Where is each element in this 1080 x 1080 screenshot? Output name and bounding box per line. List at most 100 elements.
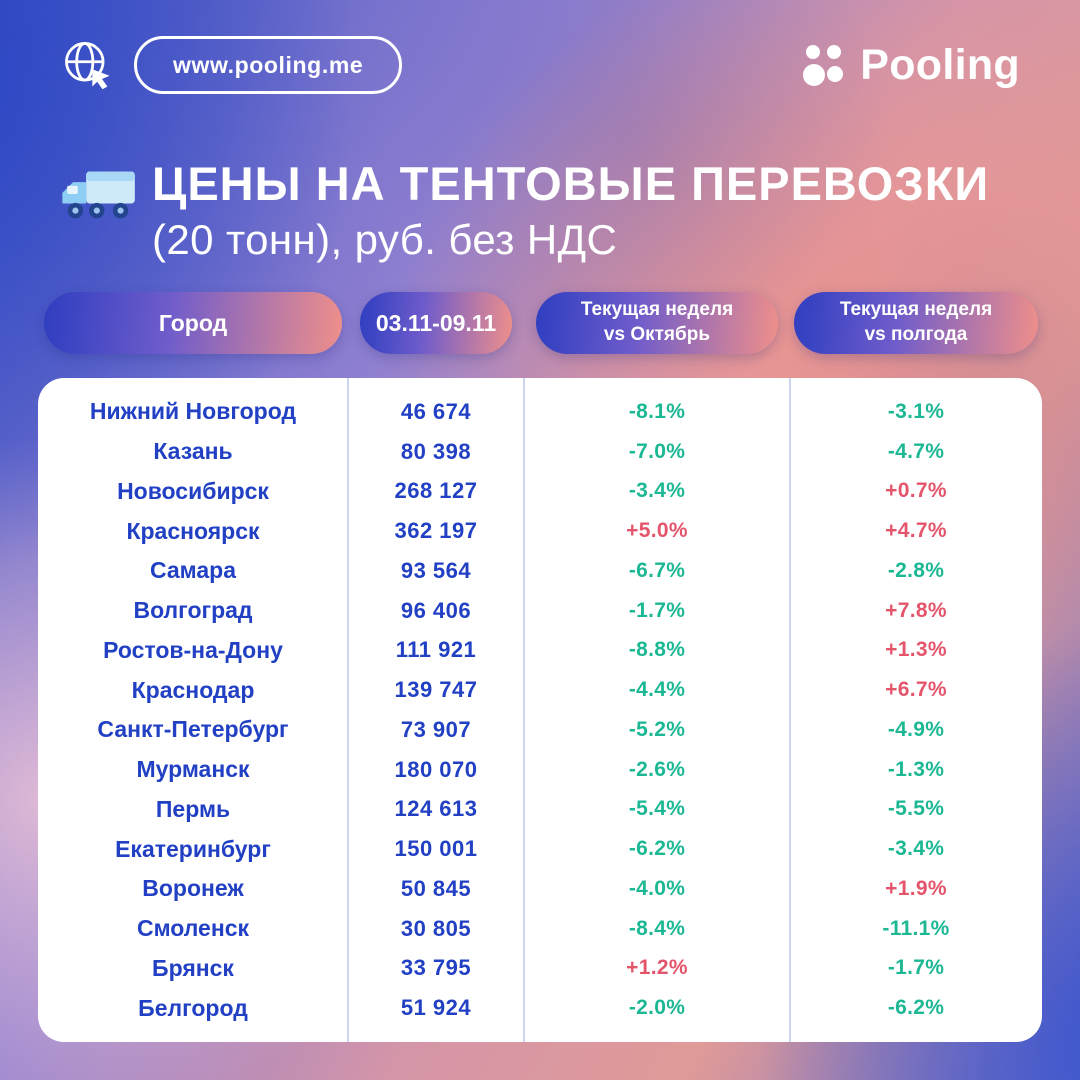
vs-october-cell: -5.4% [628, 797, 686, 821]
price-table-card: Нижний Новгород 46 674 -8.1% -3.1% Казань 80 … [38, 378, 1042, 1042]
table-row: Санкт-Петербург 73 907 -5.2% -4.9% [38, 710, 1042, 750]
price-cell: 50 845 [400, 875, 472, 901]
top-bar: www.pooling.me Pooling [60, 36, 1020, 94]
price-cell: 93 564 [400, 557, 472, 583]
vs-halfyear-cell: -3.4% [887, 837, 945, 861]
vs-halfyear-cell: -3.1% [887, 399, 945, 423]
pooling-logo-icon [801, 42, 847, 88]
table-row: Ростов-на-Дону 111 921 -8.8% +1.3% [38, 631, 1042, 671]
vs-october-cell: -3.4% [628, 479, 686, 503]
price-cell: 139 747 [394, 677, 478, 703]
page-title-line1: ЦЕНЫ НА ТЕНТОВЫЕ ПЕРЕВОЗКИ [152, 157, 990, 210]
column-header-vs-halfyear: Текущая неделя vs полгода [794, 292, 1038, 354]
top-bar-left: www.pooling.me [60, 36, 403, 94]
price-cell: 111 921 [395, 637, 477, 663]
vs-halfyear-cell: -4.9% [887, 717, 945, 741]
pooling-logo: Pooling [801, 41, 1020, 90]
table-row: Воронеж 50 845 -4.0% +1.9% [38, 869, 1042, 909]
table-row: Самара 93 564 -6.7% -2.8% [38, 551, 1042, 591]
website-url-pill[interactable]: www.pooling.me [134, 36, 403, 94]
vs-halfyear-cell: -6.2% [887, 996, 945, 1020]
table-row: Брянск 33 795 +1.2% -1.7% [38, 949, 1042, 989]
vs-halfyear-cell: -1.3% [887, 757, 945, 781]
website-url: www.pooling.me [173, 51, 364, 78]
title-block: ЦЕНЫ НА ТЕНТОВЫЕ ПЕРЕВОЗКИ (20 тонн), ру… [60, 156, 1040, 265]
vs-october-cell: +1.2% [626, 956, 688, 980]
brand-name: Pooling [860, 40, 1020, 89]
price-cell: 96 406 [400, 597, 472, 623]
column-header-date-range: 03.11-09.11 [360, 292, 512, 354]
vs-october-cell: +5.0% [626, 519, 688, 543]
city-cell: Мурманск [136, 756, 250, 783]
vs-halfyear-cell: +1.9% [885, 876, 947, 900]
vs-october-cell: -2.6% [628, 757, 686, 781]
vs-halfyear-cell: -11.1% [882, 916, 950, 940]
vs-october-cell: -5.2% [628, 717, 686, 741]
table-rows: Нижний Новгород 46 674 -8.1% -3.1% Казань 80 … [38, 378, 1042, 1042]
city-cell: Казань [153, 438, 233, 465]
table-header-row: Город 03.11-09.11 Текущая неделя vs Октя… [38, 292, 1042, 354]
vs-october-cell: -4.0% [628, 876, 686, 900]
city-cell: Воронеж [142, 875, 244, 902]
column-header-city: Город [44, 292, 342, 354]
price-cell: 73 907 [400, 716, 472, 742]
price-cell: 268 127 [394, 478, 478, 504]
vs-halfyear-cell: -2.8% [887, 558, 945, 582]
city-cell: Красноярск [126, 517, 260, 544]
city-cell: Брянск [152, 954, 234, 981]
vs-october-cell: -6.7% [628, 558, 686, 582]
page-title: ЦЕНЫ НА ТЕНТОВЫЕ ПЕРЕВОЗКИ (20 тонн), ру… [152, 156, 989, 265]
table-row: Новосибирск 268 127 -3.4% +0.7% [38, 472, 1042, 512]
table-row: Красноярск 362 197 +5.0% +4.7% [38, 511, 1042, 551]
column-divider [523, 378, 525, 1042]
vs-halfyear-cell: -1.7% [887, 956, 945, 980]
city-cell: Нижний Новгород [89, 398, 297, 425]
globe-cursor-icon [60, 37, 116, 93]
price-cell: 150 001 [394, 836, 478, 862]
city-cell: Новосибирск [117, 477, 269, 504]
vs-halfyear-cell: +7.8% [885, 598, 947, 622]
table-row: Пермь 124 613 -5.4% -5.5% [38, 790, 1042, 830]
price-cell: 80 398 [400, 438, 472, 464]
vs-october-cell: -2.0% [628, 996, 686, 1020]
vs-halfyear-cell: +0.7% [885, 479, 947, 503]
price-cell: 51 924 [400, 995, 472, 1021]
vs-halfyear-cell: +6.7% [885, 678, 947, 702]
vs-october-cell: -1.7% [628, 598, 686, 622]
city-cell: Белгород [138, 994, 248, 1021]
vs-halfyear-cell: +1.3% [885, 638, 947, 662]
vs-october-cell: -8.8% [628, 638, 686, 662]
column-divider [789, 378, 791, 1042]
column-divider [347, 378, 349, 1042]
column-header-vs-october: Текущая неделя vs Октябрь [536, 292, 778, 354]
vs-halfyear-cell: -5.5% [887, 797, 945, 821]
city-cell: Ростов-на-Дону [103, 636, 283, 663]
city-cell: Пермь [155, 795, 231, 822]
table-row: Белгород 51 924 -2.0% -6.2% [38, 988, 1042, 1028]
price-cell: 33 795 [400, 955, 472, 981]
vs-october-cell: -7.0% [628, 439, 686, 463]
table-row: Краснодар 139 747 -4.4% +6.7% [38, 670, 1042, 710]
price-cell: 362 197 [394, 518, 478, 544]
vs-halfyear-cell: -4.7% [887, 439, 945, 463]
city-cell: Краснодар [131, 676, 255, 703]
table-row: Мурманск 180 070 -2.6% -1.3% [38, 750, 1042, 790]
city-cell: Екатеринбург [115, 835, 271, 862]
table-row: Казань 80 398 -7.0% -4.7% [38, 432, 1042, 472]
table-row: Смоленск 30 805 -8.4% -11.1% [38, 909, 1042, 949]
price-cell: 124 613 [394, 796, 478, 822]
vs-october-cell: -6.2% [628, 837, 686, 861]
vs-halfyear-cell: +4.7% [885, 519, 947, 543]
vs-october-cell: -4.4% [628, 678, 686, 702]
city-cell: Волгоград [133, 597, 253, 624]
page-title-line2: (20 тонн), руб. без НДС [152, 216, 618, 264]
vs-october-cell: -8.1% [628, 399, 686, 423]
table-row: Екатеринбург 150 001 -6.2% -3.4% [38, 829, 1042, 869]
vs-october-cell: -8.4% [628, 916, 686, 940]
table-row: Волгоград 96 406 -1.7% +7.8% [38, 591, 1042, 631]
price-cell: 180 070 [394, 756, 478, 782]
city-cell: Санкт-Петербург [97, 716, 289, 743]
price-cell: 46 674 [400, 398, 472, 424]
city-cell: Смоленск [136, 915, 250, 942]
